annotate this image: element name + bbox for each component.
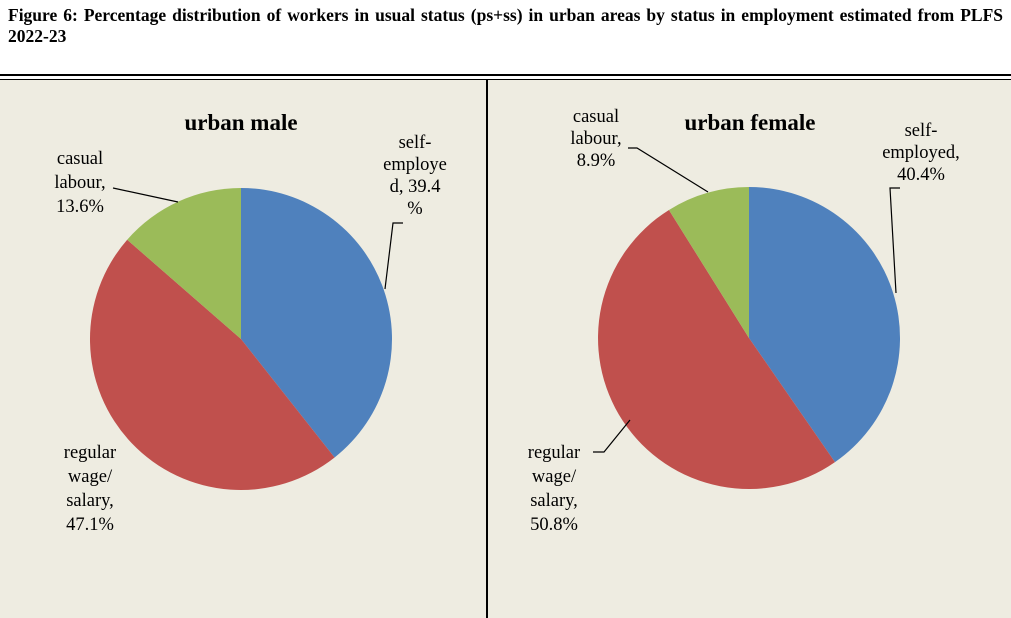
- urban-male-label-self-employed: self-employe d, 39.4%: [383, 133, 447, 219]
- urban-female-slice-regular-wage-salary: [598, 209, 835, 489]
- figure-title: Figure 6: Percentage distribution of wor…: [0, 0, 1011, 76]
- urban-male-label-regular-wage-salary: regular wage/salary, 47.1%: [64, 443, 116, 535]
- urban-female-label-regular-wage-salary: regular wage/salary, 50.8%: [528, 443, 580, 535]
- urban-male-leader-line-self-employed: [384, 222, 403, 290]
- urban-male-label-casual-labour: casual labour, 13.6%: [54, 149, 105, 217]
- title-divider: [0, 76, 1011, 80]
- urban-female-leader-line-regular-wage-salary: [593, 419, 631, 453]
- urban-female-slice-self-employed: [749, 187, 901, 463]
- panel-divider: [486, 80, 488, 618]
- urban-male-leader-line-casual-labour: [112, 187, 179, 203]
- urban-female-slice-casual-labour: [668, 187, 749, 338]
- urban-female-label-self-employed: self-employed, 40.4%: [882, 121, 960, 185]
- pie-charts: urban male self-employe d, 39.4 % regular wag…: [54, 107, 960, 535]
- urban-male-slice-regular-wage-salary: [89, 239, 335, 491]
- urban-male-slice-casual-labour: [127, 188, 241, 339]
- urban-female-leader-line-casual-labour: [628, 147, 709, 193]
- urban-male-slice-self-employed: [241, 188, 393, 458]
- urban-female-leader-line-self-employed: [889, 187, 900, 294]
- urban-male-title: urban male: [184, 110, 297, 135]
- urban-female-label-casual-labour: casual labour, 8.9%: [570, 107, 621, 171]
- urban-female-title: urban female: [685, 110, 816, 135]
